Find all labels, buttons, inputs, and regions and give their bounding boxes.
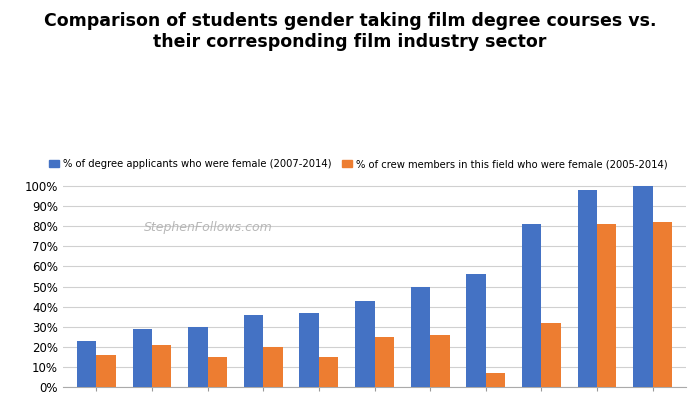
Bar — [578, 190, 597, 387]
Bar — [374, 337, 394, 387]
Bar — [466, 275, 486, 387]
Bar — [97, 355, 116, 387]
Bar — [188, 327, 208, 387]
Bar — [541, 323, 561, 387]
Bar — [319, 357, 338, 387]
Bar — [355, 301, 374, 387]
Bar — [411, 286, 430, 387]
Bar — [430, 335, 449, 387]
Bar — [244, 315, 263, 387]
Bar — [522, 224, 541, 387]
Bar — [597, 224, 617, 387]
Legend: % of degree applicants who were female (2007-2014), % of crew members in this fi: % of degree applicants who were female (… — [47, 157, 669, 171]
Bar — [652, 222, 672, 387]
Bar — [300, 313, 319, 387]
Text: Comparison of students gender taking film degree courses vs.
their corresponding: Comparison of students gender taking fil… — [43, 12, 657, 51]
Bar — [152, 345, 172, 387]
Bar — [77, 341, 97, 387]
Bar — [634, 186, 652, 387]
Bar — [132, 329, 152, 387]
Bar — [208, 357, 227, 387]
Text: StephenFollows.com: StephenFollows.com — [144, 221, 273, 234]
Bar — [486, 373, 505, 387]
Bar — [263, 347, 283, 387]
